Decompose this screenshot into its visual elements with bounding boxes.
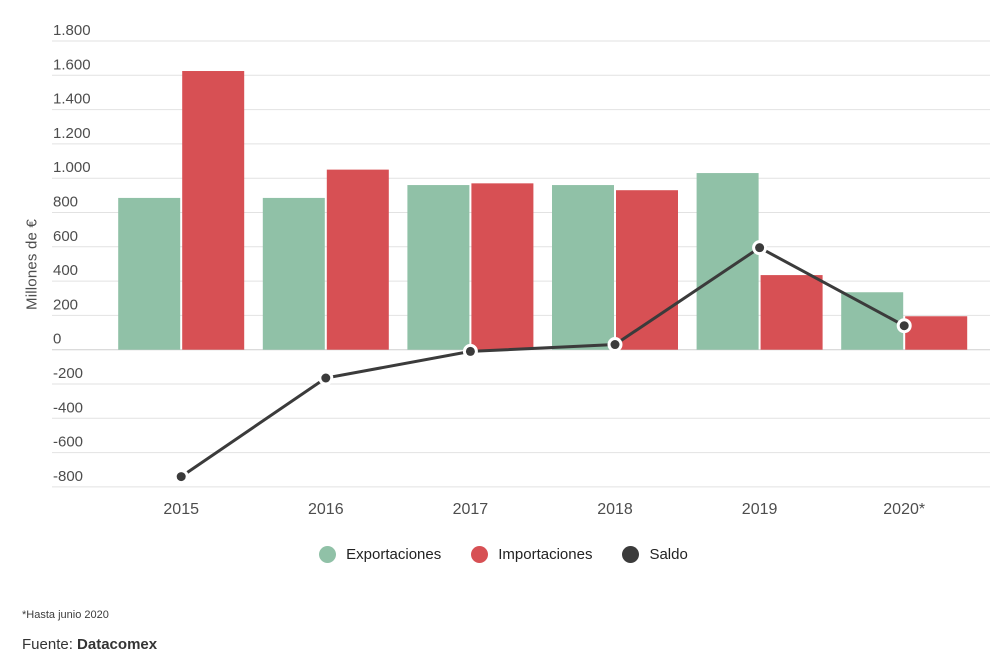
y-tick-label: -200 [53, 365, 83, 382]
source-line: Fuente: Datacomex [22, 636, 157, 653]
chart-footnote: *Hasta junio 2020 [22, 609, 109, 621]
x-tick-label-2017: 2017 [453, 501, 489, 518]
saldo-point-2017[interactable] [465, 346, 475, 356]
saldo-swatch-icon [622, 546, 640, 563]
chart-canvas: 1.800 1.600 1.400 1.200 1.000 800 600 400 200 0 -2… [52, 22, 990, 518]
exportaciones-bar-2015[interactable] [118, 197, 181, 350]
importaciones-bar-2016[interactable] [326, 169, 389, 350]
y-tick-label: 800 [53, 194, 78, 211]
legend-item-importaciones[interactable]: Importaciones [471, 546, 592, 563]
x-tick-label-2019: 2019 [742, 501, 778, 518]
legend-item-saldo[interactable]: Saldo [622, 546, 688, 563]
y-tick-label: -400 [53, 399, 83, 416]
y-tick-label: 1.600 [53, 56, 91, 73]
y-tick-label: 600 [53, 228, 78, 245]
legend-label-saldo: Saldo [649, 546, 688, 563]
source-label: Fuente: [22, 636, 78, 653]
legend-label-exportaciones: Exportaciones [346, 546, 442, 563]
saldo-point-2019[interactable] [755, 243, 765, 253]
y-tick-label: 200 [53, 296, 78, 313]
source-value: Datacomex [77, 636, 158, 653]
importaciones-swatch-icon [471, 546, 489, 563]
importaciones-bar-2017[interactable] [471, 183, 534, 350]
x-tick-label-2015: 2015 [163, 501, 199, 518]
saldo-point-2015[interactable] [176, 472, 186, 482]
saldo-point-2018[interactable] [610, 340, 620, 350]
y-tick-label: -600 [53, 434, 83, 451]
exportaciones-bar-2016[interactable] [262, 197, 325, 350]
y-tick-label: 1.000 [53, 159, 91, 176]
importaciones-bar-2019[interactable] [760, 275, 823, 350]
exportaciones-bar-2018[interactable] [552, 185, 614, 350]
saldo-point-2020[interactable] [899, 321, 909, 331]
saldo-point-2016[interactable] [321, 373, 331, 383]
y-tick-label: 400 [53, 262, 78, 279]
legend-item-exportaciones[interactable]: Exportaciones [319, 546, 441, 563]
y-tick-label: 1.400 [53, 91, 91, 108]
x-tick-label-2018: 2018 [597, 501, 633, 518]
saldo-line [180, 245, 905, 478]
y-tick-label: 1.200 [53, 125, 91, 142]
legend-label-importaciones: Importaciones [498, 546, 593, 563]
x-tick-label-2020: 2020* [883, 501, 925, 518]
y-tick-label: 0 [53, 331, 61, 348]
importaciones-bar-2015[interactable] [182, 71, 245, 350]
combo-chart: 1.800 1.600 1.400 1.200 1.000 800 600 400 200 0 -2… [23, 22, 990, 518]
y-tick-label: -800 [53, 468, 83, 485]
y-tick-label: 1.800 [53, 22, 91, 39]
exportaciones-bar-2017[interactable] [407, 185, 470, 350]
exportaciones-bar-2019[interactable] [696, 173, 759, 350]
chart-legend: Exportaciones Importaciones Saldo [0, 546, 1007, 563]
exportaciones-swatch-icon [319, 546, 337, 563]
y-axis-title: Millones de € [23, 219, 41, 310]
importaciones-bar-2018[interactable] [616, 190, 678, 350]
x-tick-label-2016: 2016 [308, 501, 344, 518]
importaciones-bar-2020[interactable] [905, 316, 968, 350]
